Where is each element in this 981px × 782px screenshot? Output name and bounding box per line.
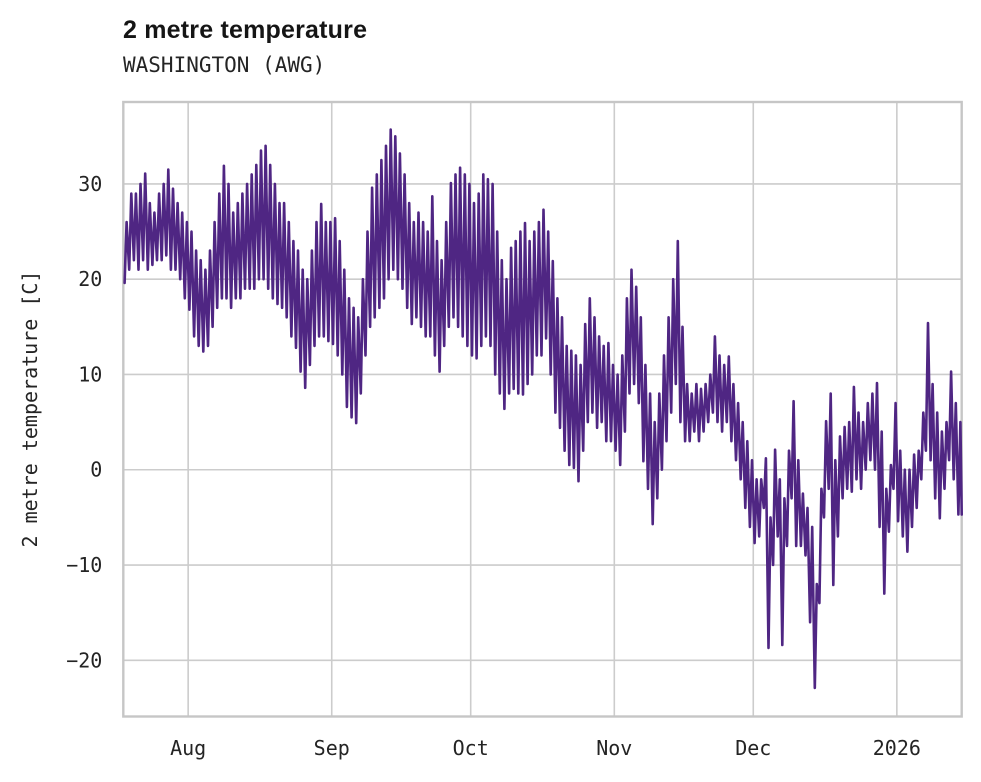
x-tick-label: Dec <box>735 736 771 760</box>
y-tick-label: 30 <box>78 172 102 196</box>
temperature-series-group <box>123 128 963 690</box>
x-tick-labels: Aug Sep Oct Nov Dec 2026 <box>170 736 921 760</box>
x-tick-label: Nov <box>596 736 632 760</box>
page-title: 2 metre temperature <box>123 16 368 44</box>
x-tick-label: Aug <box>170 736 206 760</box>
y-tick-label: −10 <box>66 553 102 577</box>
x-tick-label: Oct <box>453 736 489 760</box>
x-tick-label: Sep <box>314 736 350 760</box>
gridlines <box>123 102 962 717</box>
y-tick-labels: 30 20 10 0 −10 −20 <box>66 172 102 672</box>
y-tick-label: −20 <box>66 648 102 672</box>
temperature-line <box>123 128 963 690</box>
y-tick-label: 20 <box>78 267 102 291</box>
station-subtitle: WASHINGTON (AWG) <box>123 53 326 77</box>
plot-border <box>122 100 963 718</box>
y-tick-label: 10 <box>78 362 102 386</box>
y-tick-label: 0 <box>90 458 102 482</box>
x-tick-label: 2026 <box>873 736 921 760</box>
plot-border-group <box>122 100 963 718</box>
